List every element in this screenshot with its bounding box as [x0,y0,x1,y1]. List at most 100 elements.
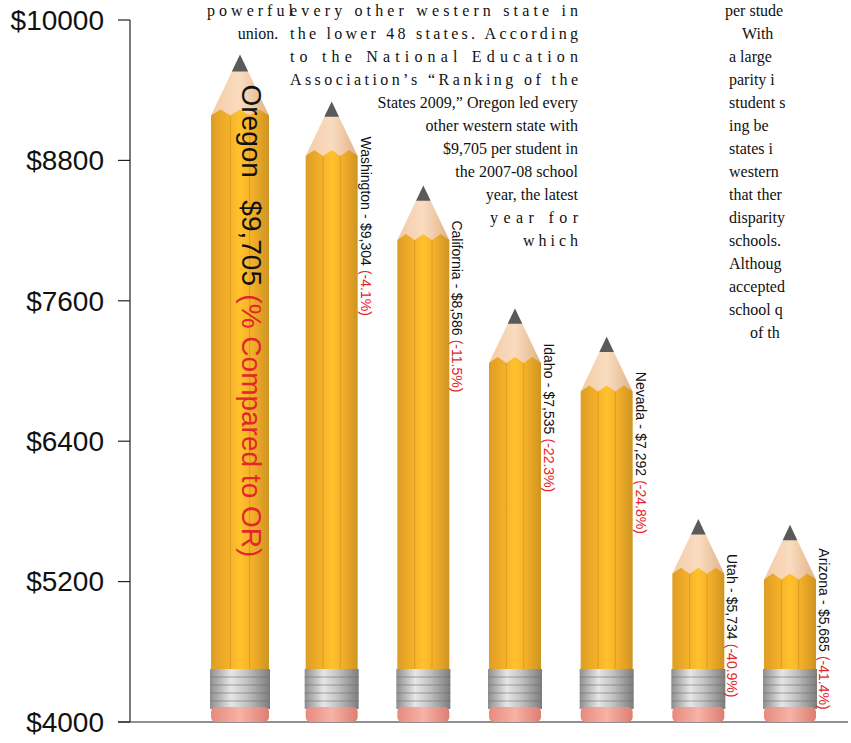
pencil-body [764,573,816,669]
ferrule-ridge [305,693,359,694]
separator: - [816,600,832,605]
tick-mark [118,721,130,722]
value-label: $8,586 [449,293,465,336]
ferrule-ridge [210,677,270,678]
pencil-body [489,357,541,669]
ferrule-ridge [488,677,542,678]
article-line: year for [490,209,579,227]
data-label: Oregon$9,705(% Compared to OR) [236,85,267,558]
article-line: to the National Education [290,48,578,65]
pencil-wood [672,519,724,574]
category-label: Arizona [816,548,832,596]
value-label: $7,535 [541,392,557,435]
pencil-eraser [397,707,449,722]
pencil-body [581,385,633,669]
category-label: Utah [724,554,740,584]
tick-label: $4000 [26,707,104,738]
separator: - [358,214,374,219]
comparison-label: (-24.8%) [633,480,649,534]
ferrule-ridge [671,685,725,686]
article-line: States 2009,” Oregon led every [378,94,578,112]
article-line: $9,705 per student in [443,140,578,158]
pencil-edge [615,391,616,669]
comparison-label: (% Compared to OR) [236,294,267,557]
pencil-wood [306,101,358,156]
separator: - [541,383,557,388]
value-label: $7,292 [633,433,649,476]
ferrule-ridge [671,677,725,678]
pencil-ferrule [488,669,542,709]
article-line: the 2007-08 school [455,163,578,180]
category-label: Idaho [541,343,557,378]
article-line: states i [729,140,774,157]
separator: - [724,588,740,593]
ferrule-ridge [210,685,270,686]
article-line: With [742,25,773,42]
data-label: California - $8,586 (-11.5%) [449,220,465,392]
pencil-edge [781,579,782,669]
comparison-label: (-11.5%) [449,340,465,393]
ferrule-ridge [210,701,270,702]
tick-mark [118,581,130,582]
ferrule-ridge [396,677,450,678]
comparison-label: (-40.9%) [724,644,740,698]
pencil-body [672,568,724,669]
tick-label: $6400 [26,426,104,457]
bar [580,337,634,722]
comparison-label: (-22.3%) [541,439,557,493]
data-label: Arizona-$5,685(-41.4%) [816,548,832,709]
value-label: $5,685 [816,609,832,652]
article-line: of th [750,324,780,341]
bar [763,525,817,722]
article-line: parity i [729,71,775,89]
ferrule-ridge [671,693,725,694]
bar [488,308,542,722]
tick-mark [118,441,130,442]
pencil-eraser [764,707,816,722]
category-label: California [449,220,465,279]
article-line: ing be [729,117,769,135]
value-label: $5,734 [724,597,740,640]
article-line: w h i c h [523,232,578,249]
pencil-edge [414,240,415,669]
pencil-edge [707,574,708,669]
ferrule-ridge [580,685,634,686]
pencil-ferrule [305,669,359,709]
pencil-edge [323,156,324,669]
article-line: western [729,163,779,180]
tick-label: $5200 [26,566,104,597]
ferrule-ridge [580,677,634,678]
article: p o w e r f u lunion.every other western… [207,2,785,341]
pencil-edge [230,115,231,669]
pencil-edge [506,363,507,669]
ferrule-ridge [763,693,817,694]
bar [671,519,725,722]
pencil-lead [416,185,431,200]
bar [210,55,270,722]
pencil-lead [324,101,339,116]
tick-mark [118,19,130,20]
ferrule-ridge [580,701,634,702]
pencil-lead [508,308,523,323]
ferrule-ridge [305,677,359,678]
pencil-eraser [306,707,358,722]
ferrule-ridge [763,677,817,678]
pencil-ferrule [210,669,270,709]
article-line: union. [238,25,278,42]
article-line: a large [729,48,772,66]
separator: - [449,284,465,289]
ferrule-ridge [305,701,359,702]
pencil-ferrule [580,669,634,709]
pencil-edge [598,391,599,669]
pencil-eraser [211,707,269,722]
pencil-eraser [489,707,541,722]
pencil-edge [798,579,799,669]
comparison-label: (-4.1%) [358,270,374,316]
pencil-edge [432,240,433,669]
ferrule-ridge [580,693,634,694]
pencil-wood [397,185,449,240]
article-line: the lower 48 states. According [290,25,578,43]
pencil-ferrule [396,669,450,709]
article-line: student s [729,94,785,111]
pencil-lead [691,519,706,534]
